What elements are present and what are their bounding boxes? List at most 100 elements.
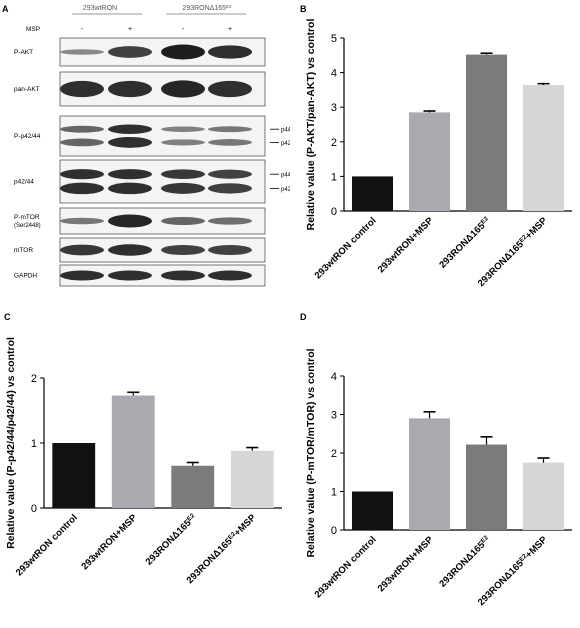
blot-band <box>108 182 152 195</box>
blot-row-label: p42/44 <box>14 179 34 186</box>
bar <box>465 54 508 211</box>
x-category-label: 293RONΔ165E2 <box>437 534 493 590</box>
treatment-mark: + <box>128 26 132 33</box>
x-category-label: 293wtRON+MSP <box>376 215 436 275</box>
blot-band <box>60 80 104 98</box>
y-axis-label: Relative value (P-mTOR/mTOR) vs control <box>305 348 317 557</box>
y-tick-label: 4 <box>331 68 337 80</box>
treatment-mark: - <box>81 26 84 33</box>
y-tick-label: 5 <box>331 33 337 45</box>
blot-band <box>108 46 152 58</box>
western-blot-panel: 293wtRON 293RONΔ165E2 MSP - + - + P-AKT pan-AKT P… <box>14 4 290 287</box>
x-category-label: 293wtRON control <box>313 534 379 600</box>
bar <box>230 450 274 508</box>
y-axis-label: Relative value (P-p42/44/p42/44) vs cont… <box>5 337 17 549</box>
blot-row-label: GAPDH <box>14 273 37 280</box>
blot-row-sublabel: (Ser2448) <box>14 223 41 229</box>
x-category-label: 293RONΔ165E2+MSP <box>476 534 551 609</box>
panel-letter-c: C <box>4 312 11 322</box>
x-category-label: 293RONΔ165E2 <box>437 215 493 271</box>
y-tick-label: 0 <box>331 525 337 537</box>
y-tick-label: 1 <box>331 171 337 183</box>
blot-band <box>60 125 104 133</box>
blot-row-label: P-mTOR <box>14 214 40 221</box>
x-category-label: 293wtRON+MSP <box>376 534 436 594</box>
blot-band <box>161 216 205 226</box>
blot-strip <box>59 115 266 157</box>
y-tick-label: 0 <box>31 503 37 515</box>
treatment-mark: + <box>228 26 232 33</box>
treatment-label: MSP <box>26 26 40 33</box>
bar <box>351 491 394 530</box>
blot-band <box>161 139 205 146</box>
blot-band <box>208 169 252 179</box>
blot-band <box>161 244 205 256</box>
x-category-label: 293RONΔ165E2 <box>143 512 199 568</box>
band-marker-label: p44 <box>281 173 290 179</box>
blot-band <box>108 124 152 134</box>
y-tick-label: 2 <box>31 373 37 385</box>
blot-band <box>161 80 205 98</box>
blot-band <box>60 49 104 55</box>
bar <box>408 418 451 530</box>
group-label-delta165: 293RONΔ165E2 <box>182 4 232 13</box>
y-tick-label: 4 <box>331 371 337 383</box>
blot-row-label: pan-AKT <box>14 86 40 93</box>
panel-letter-a: A <box>2 4 9 14</box>
blot-band <box>60 270 104 281</box>
blot-band <box>108 80 152 98</box>
panel-letter-b: B <box>300 4 307 14</box>
blot-band <box>108 270 152 281</box>
chart-d-p-mtor: 0 1 2 3 4 Relative value (P-mTOR/mTOR) vs con… <box>305 348 572 609</box>
panel-letter-d: D <box>300 312 307 322</box>
y-tick-label: 2 <box>331 448 337 460</box>
bar <box>465 444 508 530</box>
band-marker-label: p42 <box>281 187 290 193</box>
bar <box>408 112 451 211</box>
blot-strip <box>59 159 266 204</box>
y-tick-label: 1 <box>331 487 337 499</box>
blot-band <box>60 217 104 225</box>
blot-band <box>60 182 104 195</box>
blot-band <box>208 80 252 98</box>
blot-band <box>208 45 252 59</box>
blot-band <box>108 214 152 228</box>
bar <box>52 443 96 508</box>
blot-band <box>161 169 205 179</box>
blot-band <box>161 44 205 60</box>
blot-band <box>161 126 205 132</box>
blot-row-label: P-p42/44 <box>14 133 41 140</box>
blot-band <box>208 244 252 256</box>
blot-band <box>60 138 104 147</box>
blot-band <box>208 270 252 281</box>
blot-row-label: mTOR <box>14 247 33 254</box>
x-category-label: 293RONΔ165E2+MSP <box>476 215 551 290</box>
x-category-label: 293wtRON+MSP <box>80 512 140 572</box>
blot-band <box>60 169 104 180</box>
bar <box>522 462 565 530</box>
chart-c-p-p42-44: 0 1 2 Relative value (P-p42/44/p42/44) vs c… <box>5 337 282 587</box>
treatment-mark: - <box>182 26 185 33</box>
y-axis-label: Relative value (P-AKT/pan-AKT) vs contro… <box>305 19 317 231</box>
blot-row-label: P-AKT <box>14 49 33 56</box>
y-tick-label: 3 <box>331 102 337 114</box>
blot-band <box>60 244 104 256</box>
bar <box>171 465 215 508</box>
blot-band <box>108 169 152 180</box>
bar <box>111 395 155 508</box>
bar <box>351 176 394 211</box>
blot-band <box>108 244 152 256</box>
blot-band <box>208 139 252 146</box>
band-marker-label: p42 <box>281 141 290 147</box>
chart-b-p-akt: 0 1 2 3 4 5 Relative value (P-AKT/pan-AKT) vs … <box>305 19 572 290</box>
blot-band <box>161 182 205 194</box>
x-category-label: 293RONΔ165E2+MSP <box>184 512 259 587</box>
y-tick-label: 0 <box>331 206 337 218</box>
y-tick-label: 2 <box>331 137 337 149</box>
bar <box>522 85 565 211</box>
group-label-wtron: 293wtRON <box>83 5 117 12</box>
band-marker-label: p44 <box>281 128 290 134</box>
x-category-label: 293wtRON control <box>313 215 379 281</box>
x-category-label: 293wtRON control <box>14 512 80 578</box>
blot-band <box>208 183 252 194</box>
